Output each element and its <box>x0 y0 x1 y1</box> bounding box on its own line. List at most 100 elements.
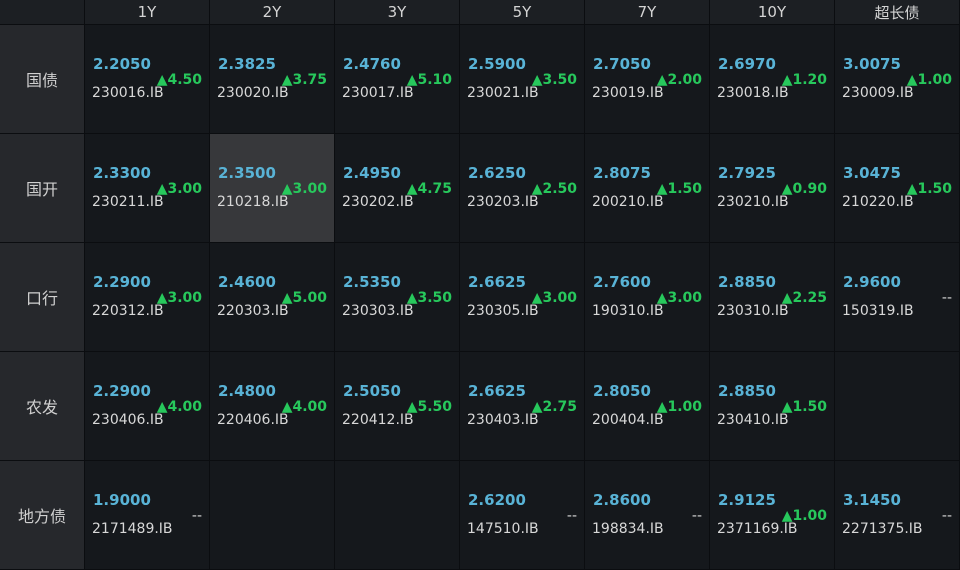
rate-cell[interactable]: 2.8850 230310.IB ▲2.25 <box>710 243 834 351</box>
change: ▲0.90 <box>781 181 827 197</box>
rate-cell[interactable]: 2.5050 220412.IB ▲5.50 <box>335 352 459 460</box>
rate-cell[interactable]: 3.0475 210220.IB ▲1.50 <box>835 134 959 242</box>
rate-cell[interactable]: 2.4950 230202.IB ▲4.75 <box>335 134 459 242</box>
column-header[interactable]: 超长债 <box>835 0 959 24</box>
change: ▲3.50 <box>531 72 577 88</box>
bond-code: 230009.IB <box>842 85 914 101</box>
change: -- <box>191 508 202 524</box>
row-header[interactable]: 地方债 <box>0 461 84 569</box>
change: ▲3.00 <box>281 181 327 197</box>
yield: 2.4950 <box>343 164 401 182</box>
column-header[interactable]: 3Y <box>335 0 459 24</box>
rate-cell[interactable]: 2.6200 147510.IB -- <box>460 461 584 569</box>
rate-cell[interactable]: 2.8075 200210.IB ▲1.50 <box>585 134 709 242</box>
rate-cell[interactable]: 1.9000 2171489.IB -- <box>85 461 209 569</box>
row-header[interactable]: 国开 <box>0 134 84 242</box>
yield: 2.3500 <box>218 164 276 182</box>
rate-cell[interactable]: 2.7925 230210.IB ▲0.90 <box>710 134 834 242</box>
rate-cell[interactable]: 2.4600 220303.IB ▲5.00 <box>210 243 334 351</box>
bond-code: 230021.IB <box>467 85 539 101</box>
rate-cell[interactable]: 2.5350 230303.IB ▲3.50 <box>335 243 459 351</box>
rate-cell[interactable]: 2.2050 230016.IB ▲4.50 <box>85 25 209 133</box>
column-header[interactable]: 5Y <box>460 0 584 24</box>
bond-code: 220312.IB <box>92 303 164 319</box>
yield: 2.6200 <box>468 491 526 509</box>
bond-code: 230203.IB <box>467 194 539 210</box>
bond-code: 230017.IB <box>342 85 414 101</box>
bond-code: 230210.IB <box>717 194 789 210</box>
rate-cell[interactable]: 2.3500 210218.IB ▲3.00 <box>210 134 334 242</box>
rate-cell[interactable]: 2.9125 2371169.IB ▲1.00 <box>710 461 834 569</box>
change: ▲4.50 <box>156 72 202 88</box>
yield: 2.6250 <box>468 164 526 182</box>
change: -- <box>941 508 952 524</box>
rate-cell[interactable]: 2.2900 220312.IB ▲3.00 <box>85 243 209 351</box>
yield: 2.2900 <box>93 273 151 291</box>
column-header[interactable]: 1Y <box>85 0 209 24</box>
yield: 3.0075 <box>843 55 901 73</box>
yield: 2.5050 <box>343 382 401 400</box>
change: ▲1.00 <box>781 508 827 524</box>
change: ▲5.00 <box>281 290 327 306</box>
rate-cell[interactable]: 3.0075 230009.IB ▲1.00 <box>835 25 959 133</box>
bond-code: 230019.IB <box>592 85 664 101</box>
rate-cell[interactable]: 2.6625 230305.IB ▲3.00 <box>460 243 584 351</box>
rate-cell[interactable]: 2.5900 230021.IB ▲3.50 <box>460 25 584 133</box>
column-header[interactable]: 2Y <box>210 0 334 24</box>
rate-cell[interactable]: 2.4800 220406.IB ▲4.00 <box>210 352 334 460</box>
rate-cell[interactable]: 2.6625 230403.IB ▲2.75 <box>460 352 584 460</box>
yield: 2.4600 <box>218 273 276 291</box>
change: ▲1.20 <box>781 72 827 88</box>
yield: 2.6970 <box>718 55 776 73</box>
rate-cell[interactable]: 2.8850 230410.IB ▲1.50 <box>710 352 834 460</box>
yield: 2.7050 <box>593 55 651 73</box>
bond-code: 230202.IB <box>342 194 414 210</box>
rate-cell[interactable]: 2.8050 200404.IB ▲1.00 <box>585 352 709 460</box>
rate-cell[interactable]: 2.7050 230019.IB ▲2.00 <box>585 25 709 133</box>
yield: 3.1450 <box>843 491 901 509</box>
change: ▲1.00 <box>656 399 702 415</box>
yield: 2.6625 <box>468 382 526 400</box>
yield: 2.2900 <box>93 382 151 400</box>
yield: 2.5900 <box>468 55 526 73</box>
row-header[interactable]: 农发 <box>0 352 84 460</box>
row-header[interactable]: 口行 <box>0 243 84 351</box>
rate-cell <box>210 461 334 569</box>
rate-cell[interactable]: 2.8600 198834.IB -- <box>585 461 709 569</box>
bond-code: 210220.IB <box>842 194 914 210</box>
bond-code: 198834.IB <box>592 521 664 537</box>
rate-cell[interactable]: 2.7600 190310.IB ▲3.00 <box>585 243 709 351</box>
change: ▲1.50 <box>906 181 952 197</box>
column-header[interactable]: 10Y <box>710 0 834 24</box>
row-header[interactable]: 国债 <box>0 25 84 133</box>
yield: 2.2050 <box>93 55 151 73</box>
rate-cell[interactable]: 2.6250 230203.IB ▲2.50 <box>460 134 584 242</box>
change: ▲3.00 <box>531 290 577 306</box>
bond-code: 230310.IB <box>717 303 789 319</box>
column-header[interactable]: 7Y <box>585 0 709 24</box>
bond-code: 230305.IB <box>467 303 539 319</box>
rate-cell[interactable]: 3.1450 2271375.IB -- <box>835 461 959 569</box>
bond-code: 190310.IB <box>592 303 664 319</box>
bond-code: 230410.IB <box>717 412 789 428</box>
yield: 2.8050 <box>593 382 651 400</box>
change: ▲1.00 <box>906 72 952 88</box>
rate-cell[interactable]: 2.2900 230406.IB ▲4.00 <box>85 352 209 460</box>
rate-cell <box>335 461 459 569</box>
rate-cell[interactable]: 2.3300 230211.IB ▲3.00 <box>85 134 209 242</box>
rate-cell[interactable]: 2.6970 230018.IB ▲1.20 <box>710 25 834 133</box>
rate-cell[interactable]: 2.3825 230020.IB ▲3.75 <box>210 25 334 133</box>
yield: 2.3825 <box>218 55 276 73</box>
bond-code: 200210.IB <box>592 194 664 210</box>
rate-cell[interactable]: 2.4760 230017.IB ▲5.10 <box>335 25 459 133</box>
bond-code: 220406.IB <box>217 412 289 428</box>
yield: 2.8850 <box>718 273 776 291</box>
rate-cell <box>835 352 959 460</box>
bond-code: 200404.IB <box>592 412 664 428</box>
corner <box>0 0 84 24</box>
yield: 2.8850 <box>718 382 776 400</box>
change: ▲4.75 <box>406 181 452 197</box>
change: ▲4.00 <box>281 399 327 415</box>
yield: 2.4800 <box>218 382 276 400</box>
rate-cell[interactable]: 2.9600 150319.IB -- <box>835 243 959 351</box>
